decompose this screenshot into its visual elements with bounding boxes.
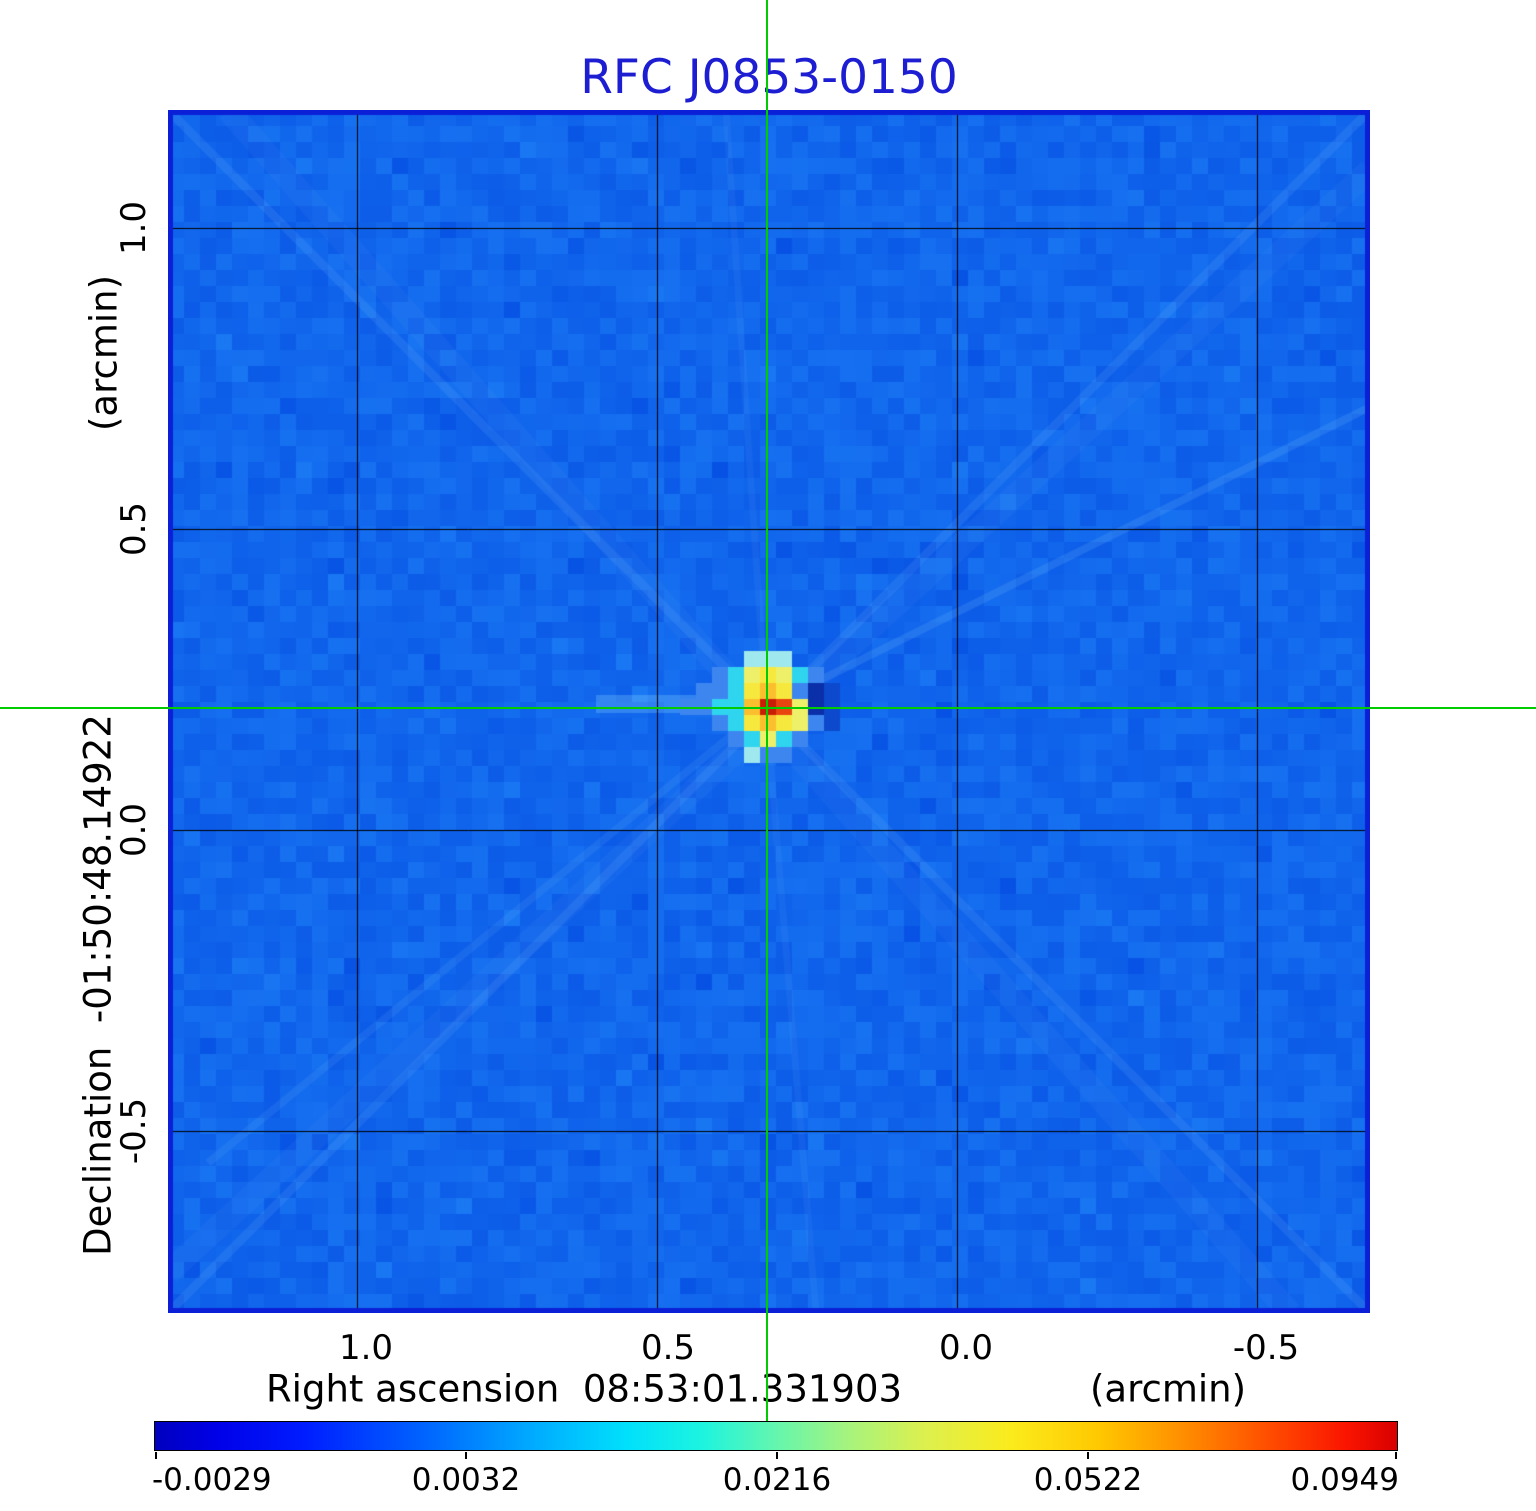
plot-title: RFC J0853-0150 (580, 50, 958, 105)
y-axis-label: Declination -01:50:48.14922 (76, 714, 120, 1256)
x-axis-label: Right ascension 08:53:01.331903 (265, 1367, 903, 1411)
colorbar-tick (776, 1452, 778, 1459)
colorbar (154, 1421, 1398, 1451)
colorbar-tick-label: 0.0032 (411, 1462, 521, 1498)
y-tick-label: 1.0 (114, 200, 154, 256)
intensity-map-canvas (168, 110, 1370, 1313)
colorbar-tick (155, 1452, 157, 1459)
colorbar-tick-label: 0.0216 (722, 1462, 832, 1498)
colorbar-tick (1087, 1452, 1089, 1459)
crosshair-horizontal-line (0, 707, 1536, 709)
y-tick-label: 0.5 (114, 501, 154, 557)
colorbar-tick-label: -0.0029 (152, 1462, 272, 1498)
colorbar-tick-label: 0.0949 (1290, 1462, 1399, 1498)
x-axis-unit: (arcmin) (1089, 1367, 1247, 1411)
y-tick-label: -0.5 (114, 1097, 154, 1165)
crosshair-vertical-line (766, 0, 768, 1421)
colorbar-tick (1395, 1452, 1397, 1459)
x-tick-label: 1.0 (338, 1328, 394, 1368)
colorbar-tick (465, 1452, 467, 1459)
x-tick-label: -0.5 (1232, 1328, 1300, 1368)
colorbar-tick-label: 0.0522 (1033, 1462, 1143, 1498)
x-tick-label: 0.0 (938, 1328, 994, 1368)
x-tick-label: 0.5 (640, 1328, 696, 1368)
y-tick-label: 0.0 (114, 802, 154, 858)
y-axis-unit: (arcmin) (82, 274, 126, 432)
sky-map (168, 110, 1370, 1313)
